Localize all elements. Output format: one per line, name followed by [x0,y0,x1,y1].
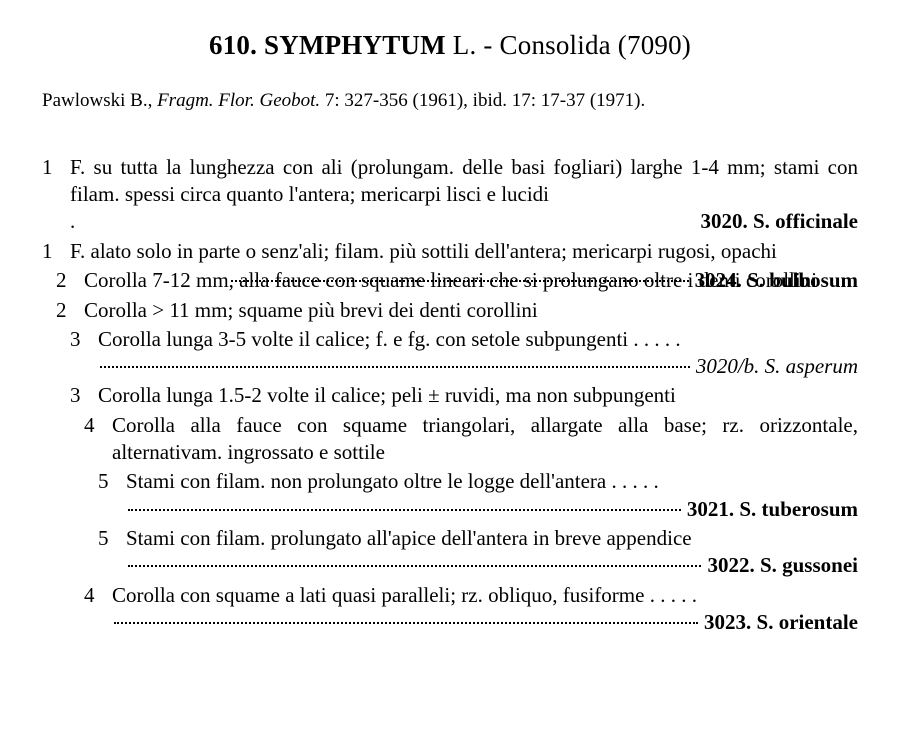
couplet-number: 5 [98,525,109,552]
key-couplet: 2Corolla 7-12 mm, alla fauce con squame … [42,267,858,295]
couplet-number: 2 [56,267,67,294]
citation: Pawlowski B., Fragm. Flor. Geobot. 7: 32… [42,89,858,114]
species-name: 3020/b. S. asperum [696,353,858,380]
couplet-text: Stami con filam. non prolungato oltre le… [126,468,858,495]
key-couplet: 1 F. su tutta la lunghezza con ali (prolu… [42,154,858,236]
couplet-text: Corolla lunga 1.5-2 volte il calice; pel… [98,382,858,409]
couplet-number: 5 [98,468,109,495]
species-name: 3020. S. officinale [701,208,859,235]
key-couplet: 3 Corolla lunga 3-5 volte il calice; f. e… [42,326,858,381]
key-couplet: 4 Corolla alla fauce con squame triangola… [42,412,858,467]
couplet-text: Corolla > 11 mm; squame più brevi dei de… [84,297,858,324]
key-couplet: 2 Corolla > 11 mm; squame più brevi dei d… [42,297,858,324]
page: 610. SYMPHYTUM L. - Consolida (7090) Paw… [0,0,900,747]
key-couplet: 5 Stami con filam. prolungato all'apice d… [42,525,858,580]
couplet-number: 1 [42,154,53,181]
trailing-dots: . . . . . [611,469,658,493]
heading-genus: SYMPHYTUM [264,30,446,60]
couplet-text: Corolla alla fauce con squame triangolar… [112,412,858,467]
leading-dot: . [70,208,75,235]
citation-author: Pawlowski B., [42,90,152,111]
heading-sep: - [483,30,492,60]
heading-common: Consolida [500,30,611,60]
species-name: 3024. S. bulbosum [695,267,858,294]
citation-journal: Fragm. Flor. Geobot. [157,90,320,111]
species-line: 3021. S. tuberosum [126,496,858,523]
species-name: 3023. S. orientale [704,609,858,636]
heading-code: (7090) [618,30,691,60]
species-line: . 3020. S. officinale [70,208,858,235]
species-line: 3022. S. gussonei [126,552,858,579]
couplet-text: F. su tutta la lunghezza con ali (prolun… [70,154,858,209]
key-couplet: 1 F. alato solo in parte o senz'ali; fila… [42,238,858,265]
couplet-text: F. alato solo in parte o senz'ali; filam… [70,238,858,265]
species-line: 3023. S. orientale [112,609,858,636]
citation-rest: 7: 327-356 (1961), ibid. 17: 17-37 (1971… [325,90,645,111]
couplet-number: 3 [70,326,81,353]
key-couplet: 3 Corolla lunga 1.5-2 volte il calice; pe… [42,382,858,409]
couplet-number: 2 [56,297,67,324]
trailing-dots: . . . . . [650,583,697,607]
couplet-text: Corolla lunga 3-5 volte il calice; f. e … [98,326,858,353]
couplet-number: 1 [42,238,53,265]
species-line: 3020/b. S. asperum [98,353,858,380]
species-name: 3021. S. tuberosum [687,496,858,523]
heading-author: L. [453,30,477,60]
dichotomous-key: 1 F. su tutta la lunghezza con ali (prolu… [42,154,858,636]
species-name: 3022. S. gussonei [707,552,858,579]
couplet-number: 4 [84,412,95,439]
genus-heading: 610. SYMPHYTUM L. - Consolida (7090) [42,28,858,63]
trailing-dots: . . . . . [633,327,680,351]
heading-number: 610. [209,30,257,60]
couplet-number: 3 [70,382,81,409]
couplet-text: Corolla con squame a lati quasi parallel… [112,582,858,609]
couplet-number: 4 [84,582,95,609]
key-couplet: 4 Corolla con squame a lati quasi paralle… [42,582,858,637]
couplet-text: Stami con filam. prolungato all'apice de… [126,525,858,552]
key-couplet: 5 Stami con filam. non prolungato oltre l… [42,468,858,523]
